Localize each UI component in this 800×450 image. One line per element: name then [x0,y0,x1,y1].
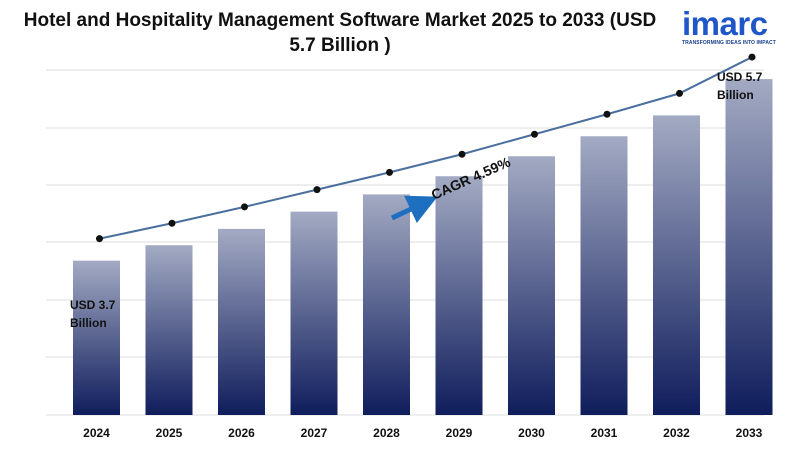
trend-point-2030 [531,130,538,138]
bar-2025 [145,245,193,415]
x-tick-2025: 2025 [156,426,183,440]
bar-2029 [435,176,483,415]
x-tick-2030: 2030 [518,426,545,440]
trend-point-2027 [313,186,321,194]
x-axis-labels: 2024 2025 2026 2027 2028 2029 2030 2031 2032 2033 [83,426,763,440]
end-annotation-line2: Billion [717,88,754,102]
bar-2032 [653,115,700,415]
trend-point-2032 [676,89,683,97]
x-tick-2032: 2032 [663,426,690,440]
trend-line-path [99,56,753,240]
trend-point-2033 [748,53,756,61]
bar-2030 [508,156,555,415]
chart-title: Hotel and Hospitality Management Softwar… [23,10,657,56]
bars [73,79,773,416]
x-tick-2024: 2024 [83,426,110,440]
trend-point-2031 [603,110,611,118]
bar-2027 [290,211,338,415]
end-annotation-line1: USD 5.7 [717,70,763,84]
trend-point-2029 [458,150,466,158]
start-annotation-line1: USD 3.7 [70,298,116,312]
logo-tagline: TRANSFORMING IDEAS INTO IMPACT [682,40,776,46]
x-tick-2031: 2031 [591,426,618,440]
x-tick-2028: 2028 [373,426,400,440]
x-tick-2029: 2029 [446,426,473,440]
bar-2033 [725,79,773,415]
cagr-arrow [390,195,438,223]
logo-wordmark: imarc [682,5,768,42]
trend-point-2025 [168,219,176,227]
x-tick-2026: 2026 [228,426,255,440]
bar-2024 [73,260,120,415]
x-tick-2027: 2027 [301,426,328,440]
bar-2028 [363,194,410,415]
bar-2031 [580,136,628,416]
bar-2026 [218,228,265,415]
trend-line [96,53,756,243]
start-annotation-line2: Billion [70,316,107,330]
x-tick-2033: 2033 [736,426,763,440]
trend-point-2028 [386,168,393,176]
trend-point-2026 [241,203,248,211]
imarc-logo: imarc TRANSFORMING IDEAS INTO IMPACT [682,5,790,50]
trend-point-2024 [96,235,103,243]
